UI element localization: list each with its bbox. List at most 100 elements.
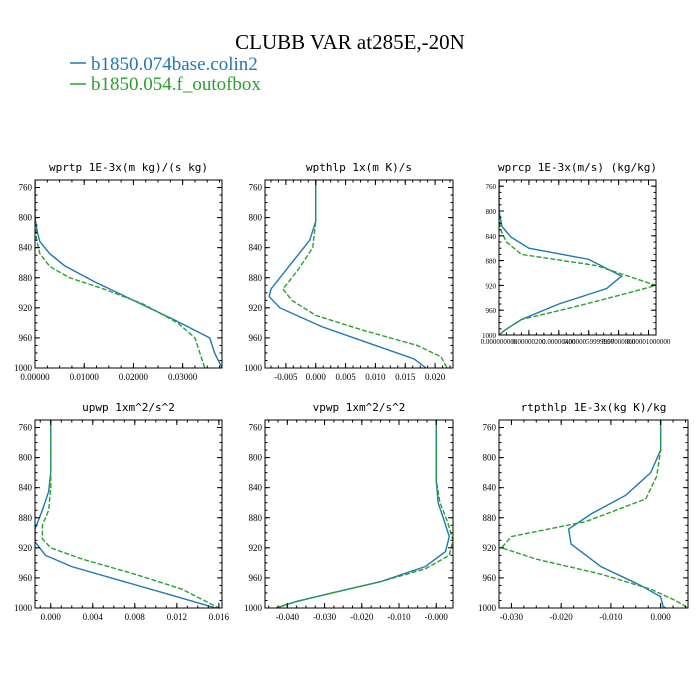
y-tick-label: 920 <box>19 303 33 313</box>
series-line-2 <box>282 180 448 368</box>
y-tick-label: 1000 <box>244 363 263 373</box>
y-tick-label: 760 <box>483 423 497 433</box>
x-tick-label: -0.020 <box>550 612 574 622</box>
legend: b1850.074base.colin2 b1850.054.f_outofbo… <box>70 54 261 95</box>
panel-1: wprtp 1E-3x(m kg)/(s kg) 760 800 840 880 920 9… <box>14 161 223 382</box>
series-line-1 <box>35 420 216 608</box>
x-tick-label: 0.016 <box>209 612 230 622</box>
y-tick-label: 760 <box>249 183 263 193</box>
panel-4: upwp 1xm^2/s^2 760 800 840 880 920 960 1000 0.00… <box>14 401 229 622</box>
x-tick-label: -0.010 <box>387 612 411 622</box>
x-tick-label: -0.010 <box>599 612 623 622</box>
x-tick-label: 0.0000059999997 <box>563 338 614 346</box>
x-tick-label: 0.00000200 <box>512 338 546 346</box>
y-tick-label: 920 <box>249 303 263 313</box>
x-tick-label: 0.012 <box>167 612 187 622</box>
x-tick-label: 0.005 <box>335 372 356 382</box>
panel-title: upwp 1xm^2/s^2 <box>82 401 175 414</box>
x-tick-label: 0.01000 <box>70 372 100 382</box>
figure-title: CLUBB VAR at285E,-20N <box>235 30 465 54</box>
legend-label-2: b1850.054.f_outofbox <box>91 74 261 95</box>
x-tick-label: -0.020 <box>350 612 374 622</box>
series-line-1 <box>35 180 222 368</box>
y-tick-label: 800 <box>483 453 497 463</box>
y-tick-label: 800 <box>486 208 497 216</box>
series-line-1 <box>499 180 623 335</box>
panel-title: wpthlp 1x(m K)/s <box>306 161 412 174</box>
y-tick-label: 800 <box>19 213 33 223</box>
y-tick-label: 1000 <box>482 332 497 340</box>
x-tick-label: 0.03000 <box>168 372 198 382</box>
panel-5: vpwp 1xm^2/s^2 760 800 840 880 920 960 1000 -0.0… <box>244 401 454 622</box>
y-tick-label: 960 <box>19 573 33 583</box>
y-tick-label: 880 <box>249 513 263 523</box>
plot-frame <box>264 179 454 369</box>
x-tick-label: 0.000 <box>651 612 672 622</box>
x-tick-label: 0.02000 <box>119 372 149 382</box>
x-tick-label: 0.020 <box>425 372 446 382</box>
y-tick-label: 880 <box>19 513 33 523</box>
y-tick-label: 800 <box>19 453 33 463</box>
y-tick-label: 760 <box>249 423 263 433</box>
y-tick-label: 840 <box>19 483 33 493</box>
y-tick-label: 800 <box>249 213 263 223</box>
panel-3: wprcp 1E-3x(m/s) (kg/kg) 760 800 840 880 920 9… <box>481 161 671 346</box>
series-line-2 <box>35 180 206 368</box>
x-tick-label: 0.008 <box>125 612 146 622</box>
x-tick-label: 0.015 <box>395 372 416 382</box>
x-tick-label: 0.004 <box>83 612 104 622</box>
panel-title: vpwp 1xm^2/s^2 <box>313 401 406 414</box>
y-tick-label: 1000 <box>14 363 33 373</box>
y-tick-label: 960 <box>249 573 263 583</box>
plot-frame <box>34 179 223 369</box>
panel-2: wpthlp 1x(m K)/s 760 800 840 880 920 960 1000 -0… <box>244 161 454 382</box>
x-tick-label: 0.010 <box>365 372 386 382</box>
panels: wprtp 1E-3x(m kg)/(s kg) 760 800 840 880 920 9… <box>14 161 689 622</box>
y-tick-label: 920 <box>249 543 263 553</box>
y-tick-label: 960 <box>19 333 33 343</box>
x-tick-label: -0.005 <box>274 372 298 382</box>
y-tick-label: 840 <box>486 233 497 241</box>
x-tick-label: 0.000 <box>306 372 327 382</box>
y-tick-label: 800 <box>249 453 263 463</box>
y-tick-label: 880 <box>249 273 263 283</box>
y-tick-label: 880 <box>19 273 33 283</box>
series-line-2 <box>41 420 220 608</box>
x-tick-label: -0.030 <box>500 612 524 622</box>
y-tick-label: 960 <box>483 573 497 583</box>
panel-title: rtpthlp 1E-3x(kg K)/kg <box>521 401 667 414</box>
y-tick-label: 880 <box>483 513 497 523</box>
y-tick-label: 760 <box>19 423 33 433</box>
x-tick-label: 0.00000800 <box>602 338 636 346</box>
y-tick-label: 840 <box>19 243 33 253</box>
x-tick-label: -0.030 <box>313 612 337 622</box>
plot-frame <box>498 419 689 609</box>
plot-frame <box>34 419 223 609</box>
series-line-2 <box>275 420 453 608</box>
y-tick-label: 920 <box>483 543 497 553</box>
y-tick-label: 920 <box>486 282 497 290</box>
y-tick-label: 760 <box>19 183 33 193</box>
y-tick-label: 840 <box>249 483 263 493</box>
x-tick-label: -0.040 <box>276 612 300 622</box>
panel-title: wprcp 1E-3x(m/s) (kg/kg) <box>498 161 657 174</box>
y-tick-label: 1000 <box>14 603 33 613</box>
series-line-2 <box>500 420 688 608</box>
x-tick-label: -0.000 <box>425 612 449 622</box>
series-line-2 <box>499 180 656 335</box>
series-line-1 <box>567 420 666 608</box>
y-tick-label: 1000 <box>478 603 497 613</box>
panel-title: wprtp 1E-3x(m kg)/(s kg) <box>49 161 208 174</box>
x-tick-label: 0.000 <box>41 612 62 622</box>
x-tick-label: 0.000000000 <box>481 338 518 346</box>
y-tick-label: 920 <box>19 543 33 553</box>
panel-6: rtpthlp 1E-3x(kg K)/kg 760 800 840 880 920 960… <box>478 401 689 622</box>
y-tick-label: 760 <box>486 183 497 191</box>
series-line-1 <box>268 180 427 368</box>
x-tick-label: 0.00000400 <box>542 338 576 346</box>
y-tick-label: 960 <box>486 307 497 315</box>
y-tick-label: 1000 <box>244 603 263 613</box>
y-tick-label: 880 <box>486 258 497 266</box>
